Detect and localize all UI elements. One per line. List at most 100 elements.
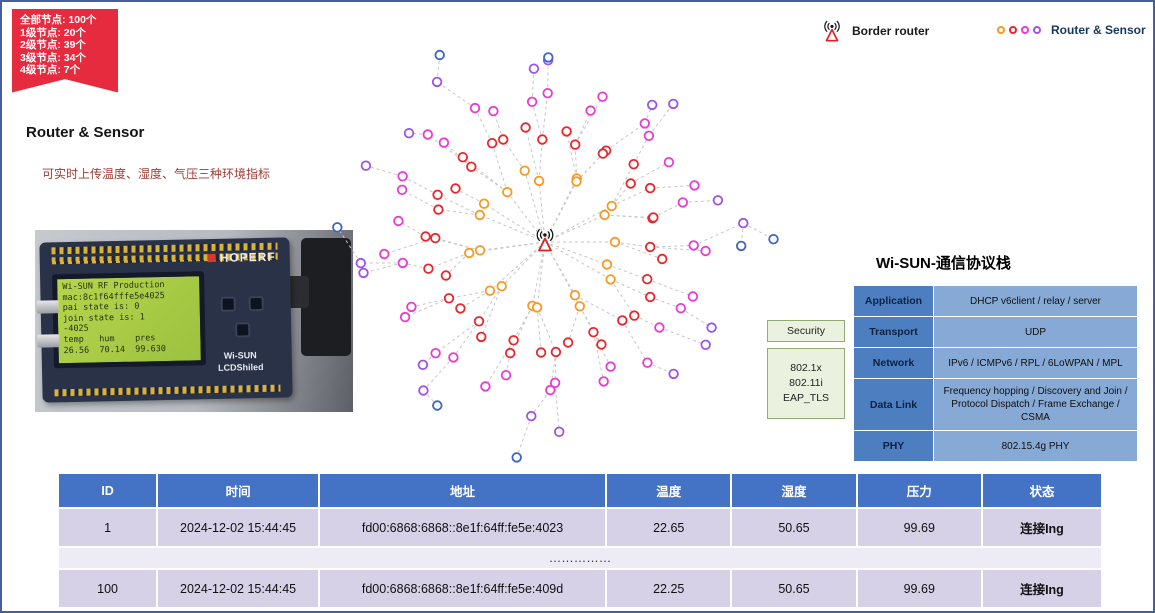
sensor-node[interactable] [574, 301, 586, 312]
sensor-node[interactable] [420, 231, 431, 242]
sensor-node[interactable] [677, 197, 689, 208]
sensor-node[interactable] [480, 381, 491, 392]
sensor-node[interactable] [469, 102, 481, 114]
sensor-node[interactable] [545, 384, 556, 396]
sensor-node[interactable] [526, 410, 537, 422]
sensor-node[interactable] [601, 259, 613, 270]
sensor-node[interactable] [687, 291, 699, 302]
sensor-node[interactable] [520, 122, 531, 133]
sensor-node[interactable] [569, 290, 581, 301]
sensor-node[interactable] [457, 151, 469, 163]
sensor-node[interactable] [440, 270, 452, 281]
sensor-node[interactable] [476, 331, 487, 343]
sensor-node[interactable] [430, 348, 441, 359]
sensor-node[interactable] [617, 315, 628, 326]
sensor-node[interactable] [599, 209, 610, 221]
sensor-node[interactable] [663, 156, 675, 168]
sensor-node[interactable] [738, 217, 749, 229]
sensor-node[interactable] [533, 175, 545, 187]
sensor-node[interactable] [448, 352, 459, 363]
sensor-node[interactable] [497, 134, 509, 145]
sensor-node[interactable] [531, 302, 543, 313]
sensor-node[interactable] [474, 245, 486, 256]
sensor-node[interactable] [360, 160, 372, 171]
sensor-node[interactable] [596, 339, 607, 350]
sensor-node[interactable] [689, 180, 700, 191]
sensor-node[interactable] [598, 376, 609, 387]
sensor-node[interactable] [675, 303, 687, 314]
sensor-node[interactable] [473, 316, 485, 327]
sensor-node[interactable] [654, 322, 665, 333]
sensor-node[interactable] [542, 87, 553, 99]
sensor-node[interactable] [553, 426, 565, 438]
sensor-node[interactable] [645, 241, 656, 253]
sensor-node[interactable] [432, 400, 443, 411]
sensor-node[interactable] [562, 337, 574, 348]
sensor-node[interactable] [393, 215, 404, 227]
sensor-node[interactable] [688, 240, 699, 251]
sensor-node[interactable] [466, 161, 477, 173]
sensor-node[interactable] [712, 195, 724, 206]
sensor-node[interactable] [500, 370, 512, 381]
sensor-node[interactable] [645, 182, 656, 194]
sensor-node[interactable] [642, 274, 653, 285]
sensor-node[interactable] [455, 303, 466, 314]
sensor-node[interactable] [358, 267, 369, 279]
sensor-node[interactable] [549, 377, 561, 389]
sensor-node[interactable] [535, 347, 547, 358]
sensor-node[interactable] [422, 129, 434, 140]
sensor-node[interactable] [504, 347, 516, 359]
sensor-node[interactable] [605, 274, 616, 285]
sensor-node[interactable] [668, 98, 679, 110]
sensor-node[interactable] [700, 245, 711, 257]
sensor-node[interactable] [432, 189, 443, 201]
sensor-node[interactable] [526, 96, 538, 108]
sensor-node[interactable] [588, 327, 599, 338]
sensor-node[interactable] [417, 359, 429, 371]
sensor-node[interactable] [463, 247, 475, 259]
sensor-node[interactable] [543, 52, 554, 63]
sensor-node[interactable] [418, 385, 429, 396]
sensor-node[interactable] [609, 236, 621, 248]
sensor-node[interactable] [508, 335, 519, 346]
sensor-node[interactable] [355, 257, 367, 269]
sensor-node[interactable] [736, 240, 747, 252]
sensor-node[interactable] [511, 452, 522, 463]
sensor-node[interactable] [484, 285, 496, 296]
sensor-node[interactable] [528, 63, 540, 74]
sensor-node[interactable] [643, 130, 655, 142]
sensor-node[interactable] [474, 209, 486, 221]
sensor-node[interactable] [450, 183, 461, 194]
sensor-node[interactable] [597, 148, 609, 159]
sensor-node[interactable] [642, 357, 653, 368]
sensor-node[interactable] [443, 293, 455, 304]
sensor-node[interactable] [433, 204, 444, 215]
sensor-node[interactable] [438, 137, 450, 148]
sensor-node[interactable] [397, 257, 409, 269]
sensor-node[interactable] [396, 184, 408, 196]
sensor-node[interactable] [668, 368, 679, 380]
sensor-node[interactable] [639, 118, 651, 129]
sensor-node[interactable] [397, 171, 408, 182]
sensor-node[interactable] [502, 186, 513, 198]
sensor-node[interactable] [431, 76, 443, 88]
sensor-node[interactable] [648, 212, 659, 223]
sensor-node[interactable] [379, 248, 390, 260]
sensor-node[interactable] [496, 281, 507, 292]
sensor-node[interactable] [606, 200, 617, 212]
sensor-node[interactable] [332, 222, 343, 233]
sensor-node[interactable] [571, 176, 582, 187]
sensor-node[interactable] [550, 346, 562, 358]
sensor-node[interactable] [406, 301, 417, 313]
sensor-node[interactable] [423, 263, 434, 274]
sensor-node[interactable] [625, 178, 636, 189]
sensor-node[interactable] [399, 311, 411, 323]
sensor-node[interactable] [597, 91, 608, 102]
sensor-node[interactable] [706, 322, 717, 333]
sensor-node[interactable] [570, 139, 581, 150]
sensor-node[interactable] [430, 232, 441, 244]
sensor-node[interactable] [486, 137, 498, 149]
sensor-node[interactable] [645, 291, 656, 303]
border-router-node[interactable] [532, 227, 558, 253]
sensor-node[interactable] [585, 105, 596, 116]
